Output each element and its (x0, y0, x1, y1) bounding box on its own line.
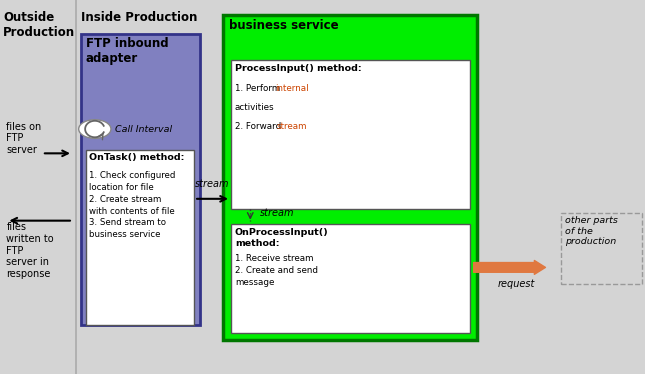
Text: Inside Production: Inside Production (81, 11, 197, 24)
Text: internal: internal (275, 84, 308, 93)
Text: Call Interval: Call Interval (115, 125, 172, 134)
Text: request: request (497, 279, 535, 289)
Text: OnTask() method:: OnTask() method: (89, 153, 184, 162)
Text: 2. Forward: 2. Forward (235, 122, 284, 131)
FancyBboxPatch shape (231, 60, 470, 209)
Text: business service: business service (229, 19, 339, 32)
Text: OnProcessInput()
method:: OnProcessInput() method: (235, 228, 328, 248)
Text: Outside
Production: Outside Production (3, 11, 75, 39)
Text: FTP inbound
adapter: FTP inbound adapter (86, 37, 168, 65)
Text: ProcessInput() method:: ProcessInput() method: (235, 64, 361, 73)
Text: 1. Perform: 1. Perform (235, 84, 283, 93)
Text: files
written to
FTP
server in
response: files written to FTP server in response (6, 223, 54, 279)
FancyBboxPatch shape (223, 15, 477, 340)
Text: files on
FTP
server: files on FTP server (6, 122, 42, 155)
Text: stream: stream (195, 180, 230, 190)
Text: other parts
of the
production: other parts of the production (565, 216, 618, 246)
Circle shape (79, 120, 111, 138)
FancyArrowPatch shape (473, 260, 546, 275)
FancyBboxPatch shape (86, 150, 194, 325)
FancyBboxPatch shape (231, 224, 470, 333)
FancyBboxPatch shape (561, 213, 642, 284)
Text: activities: activities (235, 103, 274, 112)
Text: stream: stream (260, 208, 294, 218)
Text: 1. Check configured
location for file
2. Create stream
with contents of file
3. : 1. Check configured location for file 2.… (89, 171, 175, 239)
FancyBboxPatch shape (81, 34, 200, 325)
Text: 1. Receive stream
2. Create and send
message: 1. Receive stream 2. Create and send mes… (235, 254, 318, 287)
Text: stream: stream (277, 122, 307, 131)
